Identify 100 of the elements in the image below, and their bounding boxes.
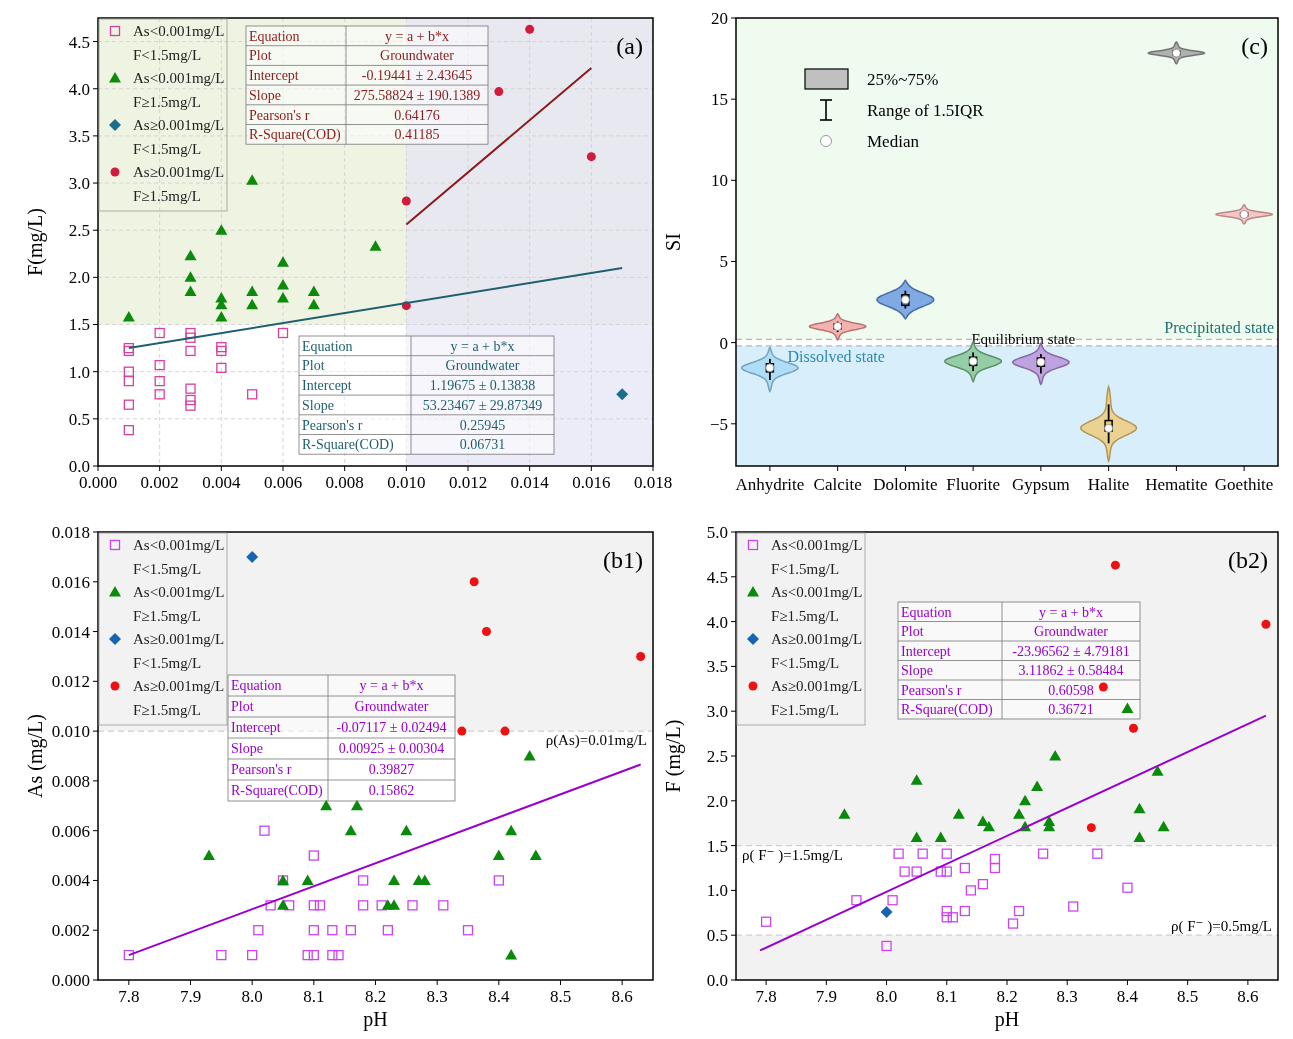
annotation: 53.23467 ± 29.87349 [422, 397, 543, 413]
x-tick-label: 0.010 [387, 473, 426, 492]
y-tick-label: 1.5 [706, 836, 728, 856]
annotation: Slope [302, 397, 334, 413]
y-axis-title: SI [662, 233, 684, 251]
annotation: Groundwater [1034, 624, 1109, 640]
x-tick-label: Halite [1087, 475, 1130, 494]
annotation: y = a + b*x [1038, 604, 1104, 620]
x-tick-label: 8.0 [241, 987, 263, 1006]
x-tick-label: 8.5 [1177, 987, 1199, 1006]
y-tick-label: 0.010 [51, 722, 90, 742]
x-tick-label: 7.9 [815, 987, 837, 1006]
y-tick-label: 3.0 [68, 174, 90, 193]
annotation: y = a + b*x [450, 338, 515, 354]
annotation: R-Square(COD) [302, 437, 395, 454]
x-tick-label: 0.016 [572, 473, 611, 492]
y-tick-label: 10 [711, 171, 728, 191]
annotation: Equation [249, 28, 300, 44]
annotation: 0.39827 [368, 762, 415, 778]
y-tick-label: 0.002 [51, 921, 90, 941]
annotation: Plot [249, 48, 272, 64]
x-tick-label: Anhydrite [735, 475, 805, 494]
x-tick-label: 0.004 [202, 473, 241, 492]
x-tick-label: 8.5 [549, 987, 572, 1006]
x-tick-label: 7.8 [755, 987, 777, 1006]
annotation: Slope [249, 87, 281, 103]
annotation: 0.60598 [1048, 682, 1094, 698]
annotation: Groundwater [380, 48, 455, 64]
annotation: R-Square(COD) [231, 783, 324, 800]
annotation: Range of 1.5IQR [867, 100, 985, 120]
x-tick-label: 8.2 [364, 987, 387, 1006]
x-tick-label: 8.4 [1116, 987, 1139, 1006]
y-tick-label: 4.5 [68, 32, 90, 52]
legend-label: As≥0.001mg/L F≥1.5mg/L [133, 678, 225, 718]
y-tick-label: 15 [711, 90, 728, 110]
x-tick-label: 8.6 [611, 987, 633, 1006]
x-tick-label: Dolomite [873, 475, 938, 494]
x-tick-label: Goethite [1214, 475, 1274, 494]
legend-label: As≥0.001mg/L F<1.5mg/L [133, 631, 225, 671]
text: (a) [616, 33, 643, 59]
y-tick-label: 4.0 [68, 79, 90, 99]
x-tick-label: 8.1 [936, 987, 958, 1006]
annotation: Pearson's r [231, 762, 292, 778]
y-axis-title: As (mg/L) [24, 714, 47, 798]
annotation: Pearson's r [901, 682, 962, 698]
x-tick-label: Fluorite [946, 475, 1001, 494]
y-tick-label: 0.006 [51, 821, 90, 841]
y-axis-title: F (mg/L) [662, 719, 685, 793]
annotation: 1.19675 ± 0.13838 [429, 378, 536, 394]
annotation: Intercept [249, 68, 299, 84]
legend-label: As<0.001mg/L F<1.5mg/L [133, 23, 225, 63]
y-tick-label: 1.0 [68, 362, 90, 382]
annotation: R-Square(COD) [249, 127, 342, 144]
annotation: 3.11862 ± 0.58484 [1018, 663, 1124, 679]
annotation: 0.36721 [1048, 702, 1094, 718]
annotation: Groundwater [445, 358, 520, 374]
y-tick-label: 2.0 [706, 791, 728, 811]
ref-line-label: ρ( F⁻ )=1.5mg/L [742, 846, 843, 864]
y-tick-label: 0.014 [51, 622, 91, 642]
y-tick-label: 0.0 [68, 456, 90, 476]
y-tick-label: 2.5 [68, 221, 90, 241]
annotation: Equation [302, 338, 353, 354]
annotation: R-Square(COD) [901, 702, 994, 719]
x-tick-label: 7.9 [179, 987, 202, 1006]
y-tick-label: 0.016 [51, 572, 90, 592]
x-tick-label: 0.018 [633, 473, 673, 492]
x-tick-label: 8.6 [1237, 987, 1259, 1006]
annotation: Groundwater [354, 699, 429, 715]
y-tick-label: 3.5 [68, 126, 90, 146]
y-tick-label: 20 [711, 8, 728, 28]
annotation: 275.58824 ± 190.1389 [353, 87, 481, 103]
x-tick-label: Gypsum [1012, 475, 1070, 494]
x-tick-label: 8.3 [426, 987, 448, 1006]
y-tick-label: 0.5 [706, 926, 728, 946]
annotation: Equation [901, 604, 952, 620]
annotation: y = a + b*x [359, 678, 424, 694]
x-tick-label: 0.014 [510, 473, 550, 492]
annotation: 0.15862 [368, 783, 415, 799]
annotation: 0.06731 [459, 437, 506, 453]
annotation: 0.25945 [459, 417, 506, 433]
legend-label: As<0.001mg/L F<1.5mg/L [771, 537, 863, 577]
annotation: Plot [231, 699, 254, 715]
text: (b1) [603, 547, 643, 573]
y-tick-label: 4.5 [706, 567, 728, 587]
x-tick-label: 8.3 [1056, 987, 1078, 1006]
y-tick-label: 0.000 [51, 970, 90, 990]
annotation: Equation [231, 678, 282, 694]
x-axis-title: pH [994, 1008, 1020, 1031]
y-tick-label: 2.5 [706, 746, 728, 766]
band-label: Dissolved state [787, 347, 885, 365]
ref-line-label: ρ( F⁻ )=0.5mg/L [1171, 918, 1272, 936]
annotation: -23.96562 ± 4.79181 [1012, 643, 1130, 659]
y-tick-label: 1.0 [706, 881, 728, 901]
y-tick-label: 0.008 [51, 771, 90, 791]
annotation: Intercept [231, 720, 281, 736]
y-tick-label: 0.018 [51, 522, 90, 542]
annotation: Plot [901, 624, 924, 640]
y-tick-label: 0.0 [706, 970, 728, 990]
annotation: y = a + b*x [384, 28, 450, 44]
legend-label: As≥0.001mg/L F<1.5mg/L [133, 117, 225, 157]
